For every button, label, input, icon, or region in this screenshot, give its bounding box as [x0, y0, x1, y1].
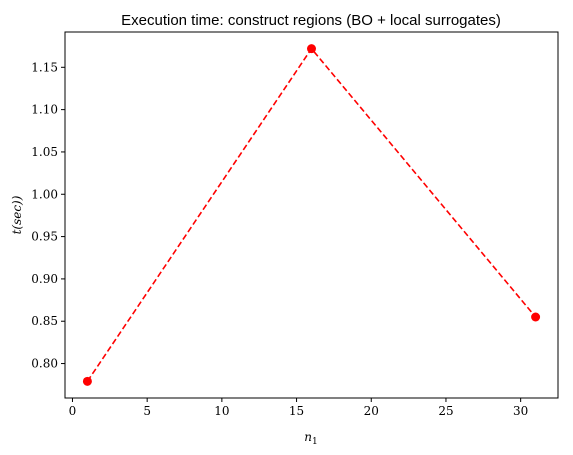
- plot-area: [64, 31, 559, 399]
- x-axis: 0 5 10 15 20 25 30: [69, 398, 528, 418]
- y-tick-label-2: 0.90: [31, 272, 58, 286]
- y-tick-label-5: 1.05: [31, 145, 58, 159]
- x-tick-label-0: 0: [69, 404, 77, 418]
- y-axis-label: t(sec)): [10, 195, 24, 234]
- y-tick-label-3: 0.95: [31, 230, 58, 244]
- x-tick-label-1: 5: [143, 404, 151, 418]
- x-tick-label-2: 10: [214, 404, 229, 418]
- x-tick-label-4: 20: [364, 404, 379, 418]
- y-tick-label-0: 0.80: [31, 357, 58, 371]
- data-point-2: [531, 312, 541, 322]
- y-axis: 0.80 0.85 0.90 0.95 1.00 1.05 1.10 1.15: [31, 60, 65, 371]
- y-tick-label-4: 1.00: [31, 187, 58, 201]
- data-point-1: [307, 44, 316, 54]
- data-point-0: [82, 376, 92, 386]
- series-group: [82, 44, 541, 386]
- chart-title: Execution time: construct regions (BO + …: [121, 12, 501, 29]
- series-line-0: [86, 47, 537, 382]
- y-tick-label-6: 1.10: [31, 103, 58, 117]
- x-tick-label-5: 25: [438, 404, 453, 418]
- x-axis-label: n1: [304, 430, 317, 447]
- x-tick-label-3: 15: [289, 404, 304, 418]
- y-tick-label-1: 0.85: [31, 314, 58, 328]
- x-tick-label-6: 30: [513, 404, 528, 418]
- y-tick-label-7: 1.15: [31, 60, 58, 74]
